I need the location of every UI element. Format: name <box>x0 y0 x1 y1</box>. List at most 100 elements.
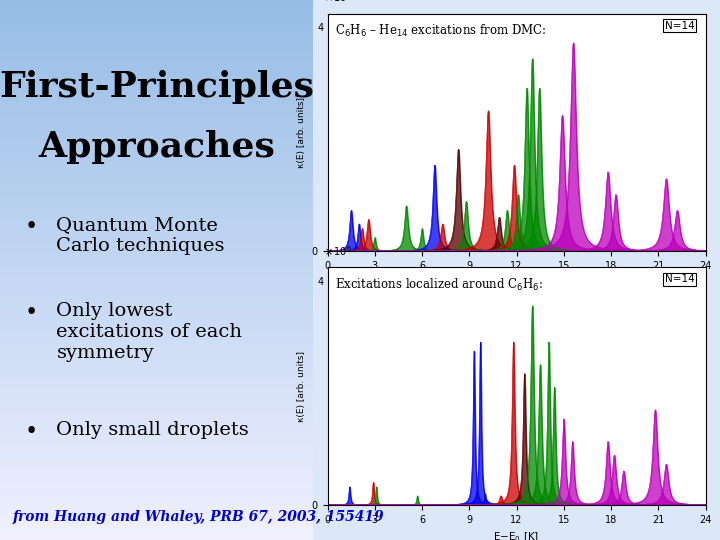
Bar <box>0 17 313 19</box>
Bar <box>0 293 313 295</box>
Bar <box>0 198 313 200</box>
Bar <box>0 36 313 38</box>
Bar <box>0 268 313 270</box>
Bar <box>0 59 313 61</box>
Bar <box>0 285 313 287</box>
Text: •: • <box>25 302 38 325</box>
Bar <box>0 308 313 310</box>
Bar <box>0 314 313 316</box>
Bar <box>0 237 313 238</box>
Bar <box>0 458 313 460</box>
Bar <box>0 124 313 126</box>
Bar <box>0 2 313 4</box>
Bar <box>0 504 313 507</box>
Bar <box>0 110 313 112</box>
Text: •: • <box>25 421 38 443</box>
Bar <box>0 139 313 141</box>
Y-axis label: κ(E) [arb. units]: κ(E) [arb. units] <box>297 350 306 422</box>
Bar <box>0 382 313 384</box>
Bar <box>0 466 313 468</box>
Bar <box>0 217 313 219</box>
Text: First-Principles: First-Principles <box>0 70 314 104</box>
Bar <box>0 15 313 17</box>
Bar <box>0 70 313 72</box>
Bar <box>0 177 313 179</box>
Bar <box>0 451 313 454</box>
Bar <box>0 194 313 196</box>
Bar <box>0 228 313 230</box>
Bar <box>0 141 313 144</box>
Bar <box>0 40 313 42</box>
Bar <box>0 399 313 401</box>
Bar <box>0 186 313 188</box>
Bar <box>0 57 313 59</box>
Bar <box>0 167 313 168</box>
Bar <box>0 175 313 177</box>
Bar <box>0 333 313 335</box>
Bar <box>0 86 313 89</box>
Text: $\times\,10^6$: $\times\,10^6$ <box>324 244 352 258</box>
Bar <box>0 68 313 70</box>
Bar <box>0 53 313 55</box>
Bar <box>0 384 313 386</box>
Bar <box>0 226 313 228</box>
Bar <box>0 306 313 308</box>
Bar <box>0 340 313 342</box>
Bar <box>0 481 313 483</box>
Bar <box>0 249 313 251</box>
Bar <box>0 221 313 224</box>
Bar <box>0 445 313 447</box>
Bar <box>0 394 313 396</box>
Bar <box>0 144 313 146</box>
Bar <box>0 491 313 494</box>
Bar <box>0 23 313 25</box>
Bar <box>0 356 313 359</box>
Bar <box>0 354 313 356</box>
Bar <box>0 276 313 279</box>
Bar <box>0 6 313 9</box>
X-axis label: E−E$_0$ [K]: E−E$_0$ [K] <box>493 530 540 540</box>
Bar <box>0 25 313 28</box>
Bar <box>0 240 313 242</box>
Bar <box>0 264 313 266</box>
Bar <box>0 414 313 416</box>
Bar <box>0 426 313 428</box>
Bar <box>0 184 313 186</box>
Bar <box>0 300 313 302</box>
Bar <box>0 325 313 327</box>
Bar <box>0 190 313 192</box>
Bar <box>0 498 313 500</box>
Bar <box>0 107 313 110</box>
Bar <box>0 479 313 481</box>
Bar <box>0 259 313 261</box>
Bar <box>0 147 313 150</box>
Text: 4: 4 <box>318 277 324 287</box>
Bar <box>0 211 313 213</box>
Text: $\times\,10^6$: $\times\,10^6$ <box>324 0 352 4</box>
Bar <box>0 171 313 173</box>
Bar <box>0 213 313 215</box>
Bar <box>0 438 313 441</box>
Bar <box>0 281 313 282</box>
Bar <box>0 242 313 245</box>
Bar <box>0 63 313 65</box>
Bar <box>0 279 313 281</box>
Bar <box>0 335 313 338</box>
Bar <box>0 289 313 291</box>
Bar <box>0 302 313 303</box>
Bar <box>0 238 313 240</box>
Bar <box>0 89 313 91</box>
Y-axis label: κ(E) [arb. units]: κ(E) [arb. units] <box>297 97 306 168</box>
Bar <box>0 342 313 344</box>
Bar <box>0 372 313 373</box>
Bar <box>0 348 313 350</box>
Bar <box>0 295 313 298</box>
Bar <box>0 129 313 131</box>
Bar <box>0 84 313 86</box>
Bar <box>0 38 313 40</box>
Bar <box>0 403 313 405</box>
Bar <box>0 126 313 129</box>
Bar <box>0 9 313 11</box>
Bar <box>0 327 313 329</box>
Bar <box>0 477 313 479</box>
